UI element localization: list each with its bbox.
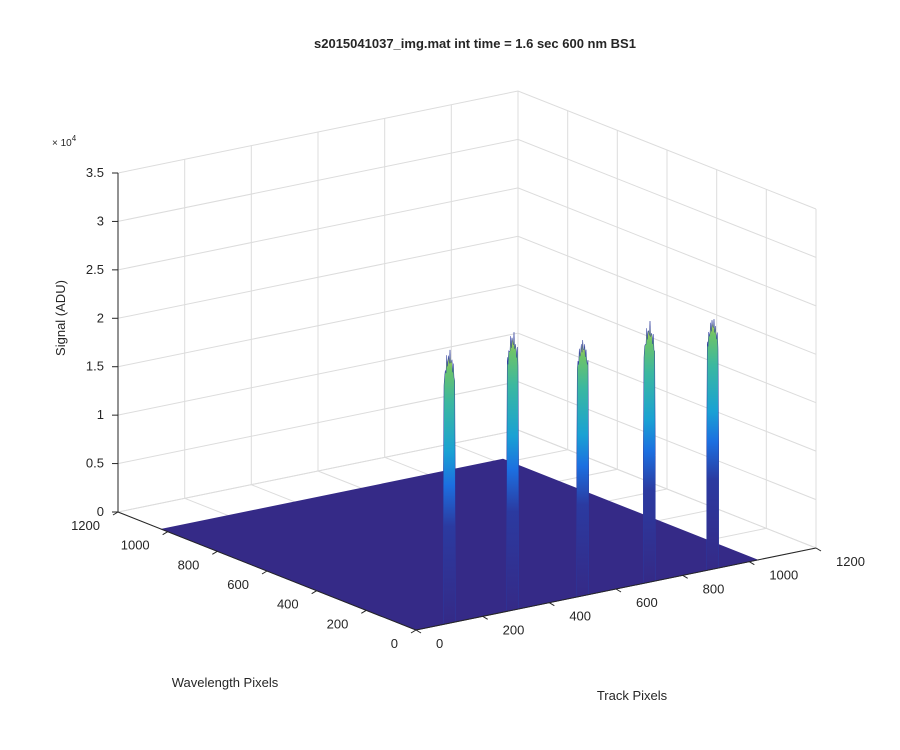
x-tick — [749, 561, 755, 566]
z-axis-label: Signal (ADU) — [53, 280, 68, 356]
y-tick-label: 0 — [391, 636, 398, 651]
chart-title: s2015041037_img.mat int time = 1.6 sec 6… — [314, 36, 636, 51]
signal-peak — [576, 340, 589, 598]
z-tick-label: 0.5 — [86, 456, 104, 471]
y-tick — [410, 629, 417, 634]
signal-peak — [706, 319, 719, 571]
y-tick-label: 400 — [277, 597, 299, 612]
grid-line-z — [117, 138, 817, 258]
y-axis-label: Wavelength Pixels — [172, 675, 279, 690]
z-tick-label: 3 — [97, 213, 104, 228]
y-tick-label: 1000 — [121, 538, 150, 553]
x-tick — [682, 574, 688, 579]
y-tick — [162, 531, 168, 536]
y-tick — [261, 570, 268, 575]
x-tick-label: 400 — [569, 609, 591, 624]
z-tick-label: 0 — [97, 504, 104, 519]
signal-peak — [643, 321, 656, 584]
signal-peaks — [443, 319, 719, 625]
x-tick — [615, 588, 622, 593]
x-tick — [549, 602, 555, 607]
y-tick — [212, 550, 218, 555]
y-tick-label: 600 — [227, 577, 249, 592]
x-tick — [815, 547, 822, 552]
z-tick-label: 1.5 — [86, 359, 104, 374]
x-tick-label: 1200 — [836, 554, 865, 569]
grid-line-z — [117, 90, 817, 210]
tick-labels: 0200400600800100012000200400600800100012… — [71, 165, 865, 651]
z-tick-label: 2 — [97, 310, 104, 325]
z-tick-label: 1 — [97, 407, 104, 422]
tick-marks — [112, 172, 822, 634]
x-tick — [415, 629, 422, 634]
y-tick-label: 200 — [327, 616, 349, 631]
z-exponent-label: × 104 — [52, 134, 77, 149]
grid-line-z — [117, 235, 817, 355]
y-tick — [361, 609, 367, 614]
x-tick-label: 1000 — [769, 568, 798, 583]
signal-peak — [506, 332, 519, 612]
z-tick-label: 3.5 — [86, 165, 104, 180]
grid-line-z — [117, 187, 817, 307]
z-tick-label: 2.5 — [86, 262, 104, 277]
x-tick-label: 600 — [636, 595, 658, 610]
x-tick-label: 0 — [436, 636, 443, 651]
y-tick-label: 800 — [178, 557, 200, 572]
x-axis-label: Track Pixels — [597, 688, 668, 703]
x-tick-label: 800 — [703, 581, 725, 596]
y-tick-label: 1200 — [71, 518, 100, 533]
signal-peak — [443, 349, 456, 625]
x-tick-label: 200 — [503, 622, 525, 637]
y-tick — [311, 590, 317, 595]
x-tick — [482, 615, 488, 620]
